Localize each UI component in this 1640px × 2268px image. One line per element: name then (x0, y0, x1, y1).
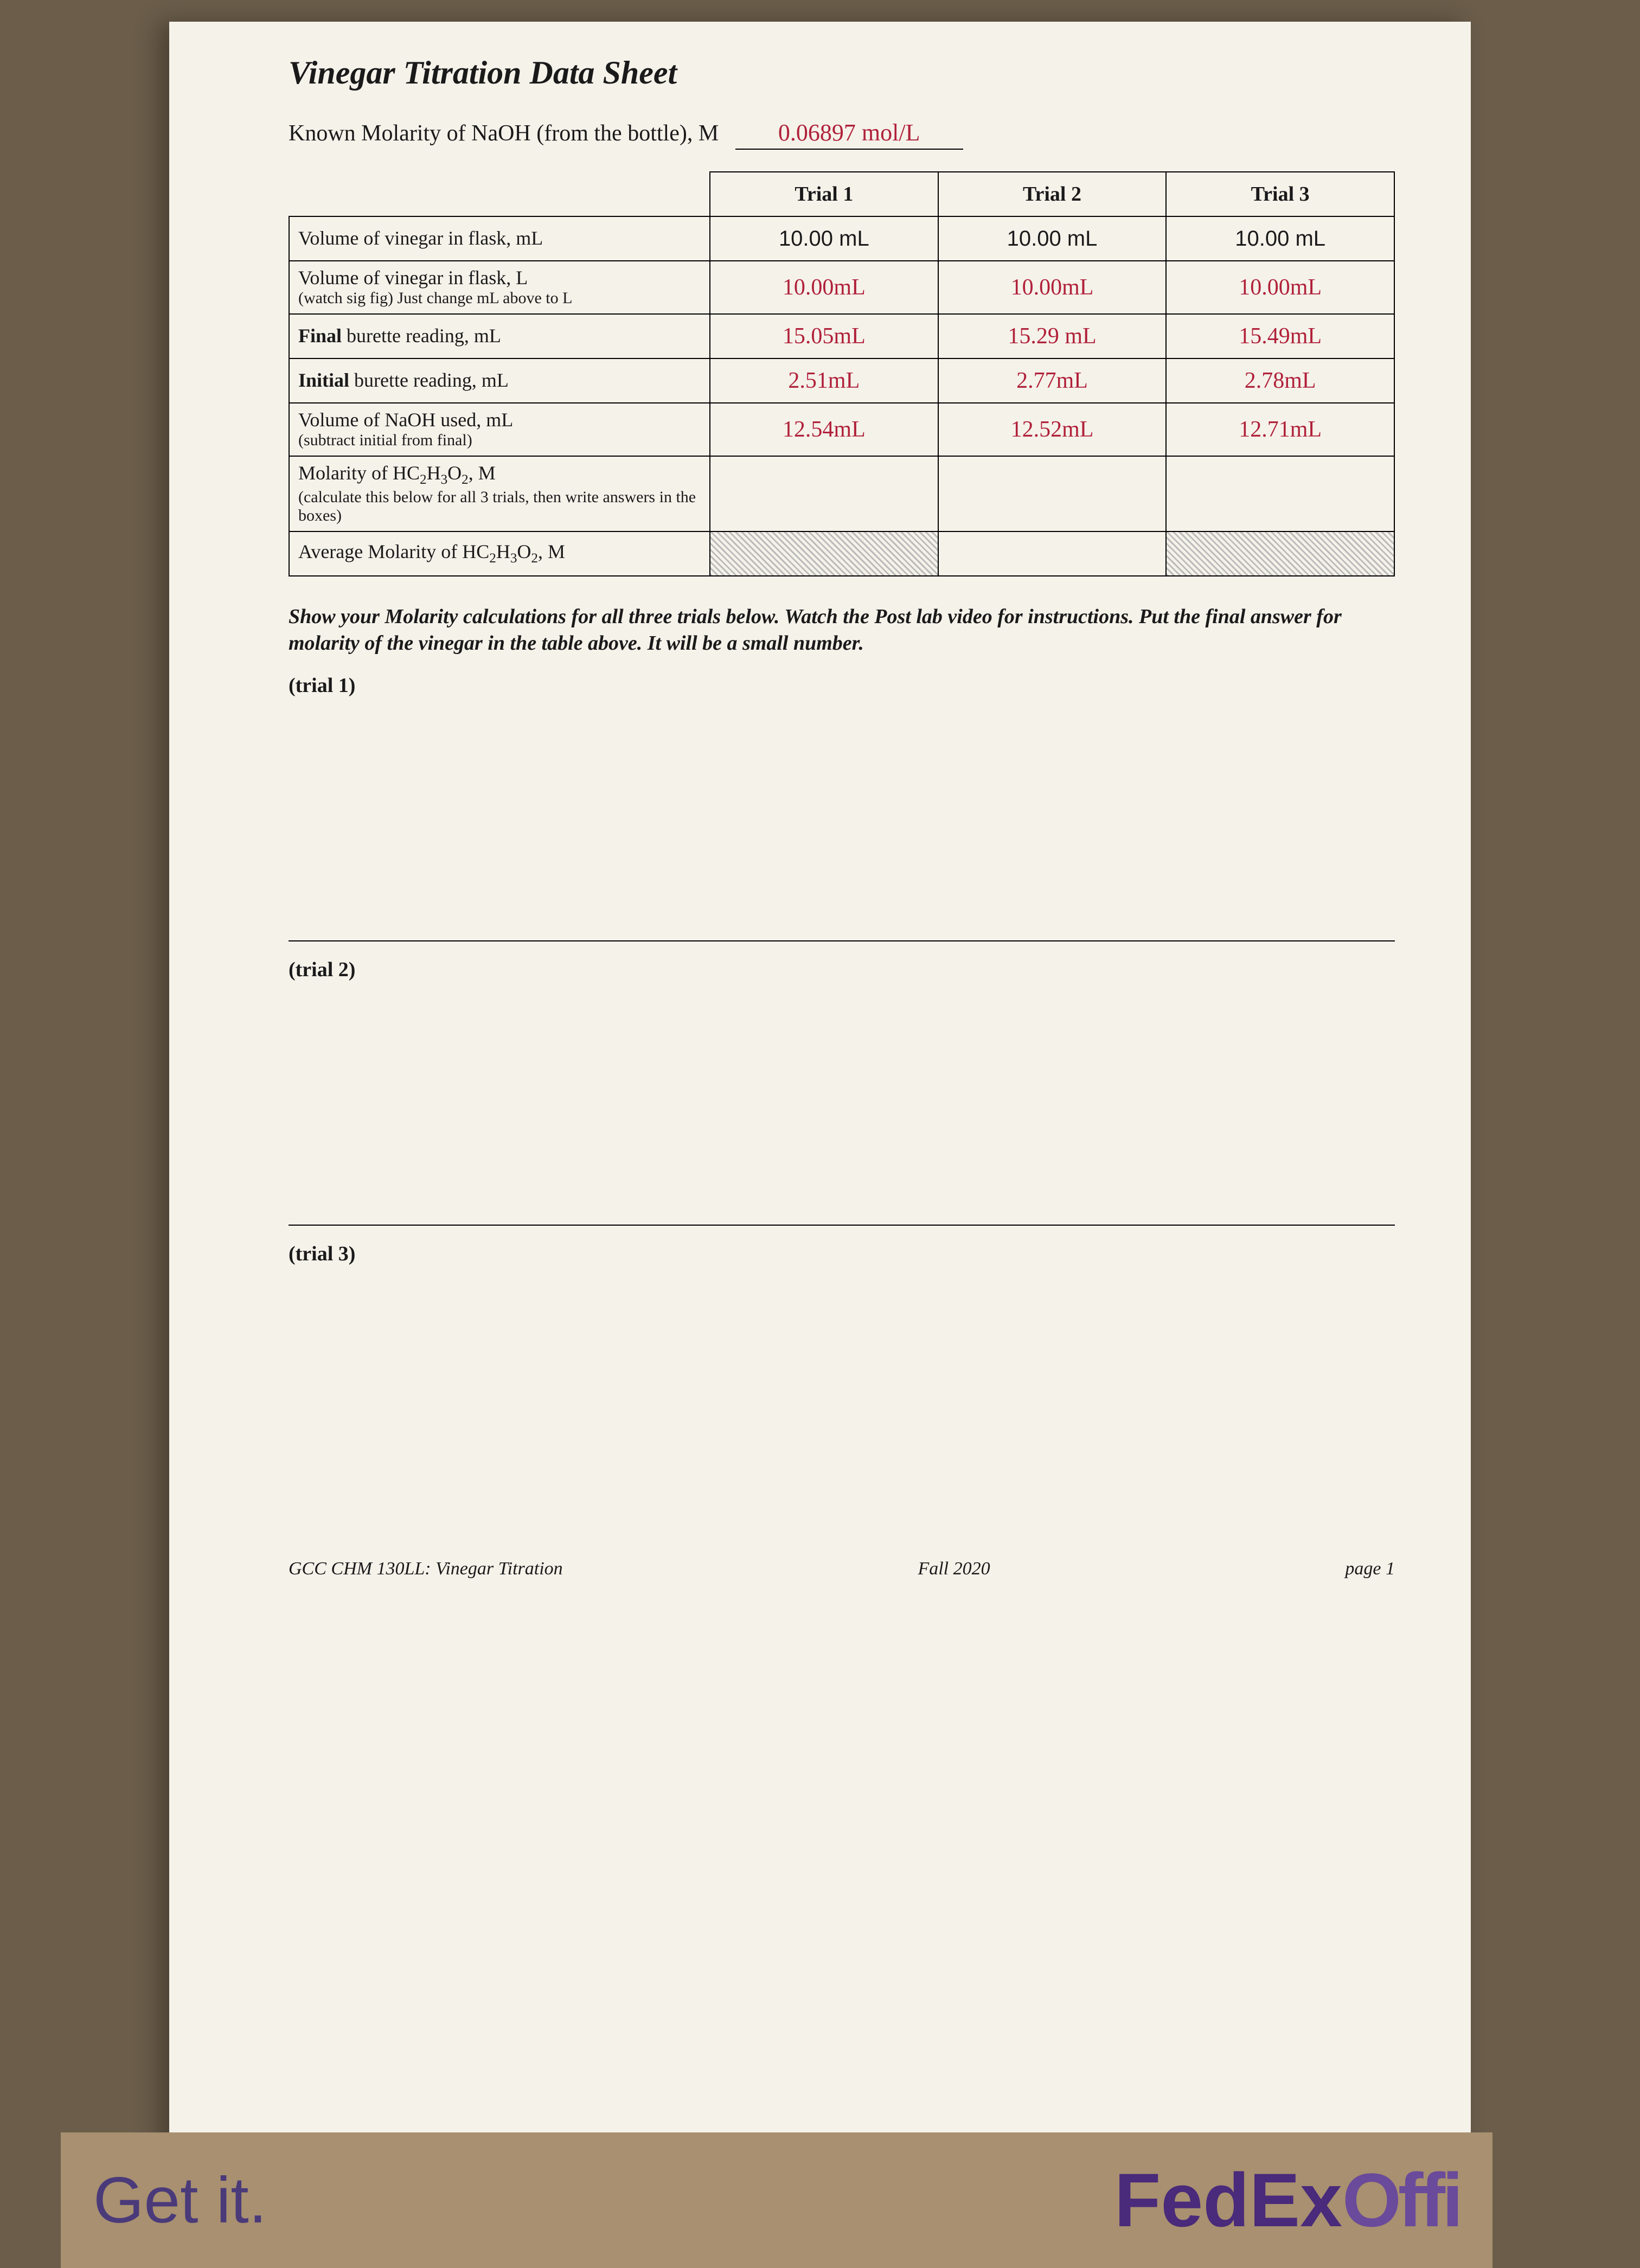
row-label: Molarity of HC2H3O2, M(calculate this be… (289, 456, 710, 531)
cell-value: 10.00mL (1166, 261, 1394, 314)
worksheet-paper: Vinegar Titration Data Sheet Known Molar… (169, 22, 1471, 2187)
table-header-row: Trial 1 Trial 2 Trial 3 (289, 172, 1394, 216)
trial-2-label: (trial 2) (289, 958, 1395, 982)
row-label: Initial burette reading, mL (289, 358, 710, 403)
footer-center: Fall 2020 (918, 1559, 990, 1579)
table-row: Molarity of HC2H3O2, M(calculate this be… (289, 456, 1394, 531)
cell-value (1166, 531, 1394, 576)
cell-value: 10.00 mL (1166, 216, 1394, 261)
fedex-ex: Ex (1250, 2157, 1342, 2243)
cell-value (938, 531, 1167, 576)
trial-1-label: (trial 1) (289, 674, 1395, 697)
fedex-logo: FedExOffi (1114, 2156, 1460, 2244)
cell-value: 10.00mL (710, 261, 938, 314)
table-row: Final burette reading, mL15.05mL15.29 mL… (289, 314, 1394, 358)
cell-value: 2.78mL (1166, 358, 1394, 403)
fedex-off: Offi (1342, 2157, 1460, 2243)
cell-value: 15.49mL (1166, 314, 1394, 358)
cell-value (710, 531, 938, 576)
trial-3-label: (trial 3) (289, 1242, 1395, 1266)
footer-right: page 1 (1345, 1559, 1395, 1579)
row-label: Volume of vinegar in flask, L (watch sig… (289, 261, 710, 314)
header-trial1: Trial 1 (710, 172, 938, 216)
cell-value: 15.05mL (710, 314, 938, 358)
table-row: Volume of vinegar in flask, mL10.00 mL10… (289, 216, 1394, 261)
molarity-value-handwritten: 0.06897 mol/L (735, 119, 963, 150)
table-row: Initial burette reading, mL2.51mL2.77mL2… (289, 358, 1394, 403)
cell-value: 2.77mL (938, 358, 1167, 403)
fedex-fed: Fed (1114, 2157, 1250, 2243)
cell-value (938, 456, 1167, 531)
cell-value: 10.00 mL (938, 216, 1167, 261)
trial-1-work-area (289, 703, 1395, 941)
cell-value: 12.54mL (710, 403, 938, 456)
known-molarity-line: Known Molarity of NaOH (from the bottle)… (289, 119, 1395, 150)
table-row: Volume of vinegar in flask, L (watch sig… (289, 261, 1394, 314)
getit-text: Get it. (93, 2163, 267, 2238)
row-label: Final burette reading, mL (289, 314, 710, 358)
data-table: Trial 1 Trial 2 Trial 3 Volume of vinega… (289, 171, 1395, 576)
cell-value: 12.52mL (938, 403, 1167, 456)
trial-3-section: (trial 3) (289, 1242, 1395, 1542)
row-label: Volume of vinegar in flask, mL (289, 216, 710, 261)
trial-2-section: (trial 2) (289, 958, 1395, 1226)
page-footer: GCC CHM 130LL: Vinegar Titration Fall 20… (289, 1559, 1395, 1579)
cell-value: 10.00 mL (710, 216, 938, 261)
cell-value: 10.00mL (938, 261, 1167, 314)
instructions-text: Show your Molarity calculations for all … (289, 604, 1395, 657)
table-row: Volume of NaOH used, mL(subtract initial… (289, 403, 1394, 456)
fedex-box-strip: Get it. FedExOffi (61, 2132, 1492, 2268)
cell-value (1166, 456, 1394, 531)
trial-2-work-area (289, 987, 1395, 1226)
cell-value (710, 456, 938, 531)
molarity-label: Known Molarity of NaOH (from the bottle)… (289, 121, 719, 146)
page-title: Vinegar Titration Data Sheet (289, 54, 1395, 92)
table-row: Average Molarity of HC2H3O2, M (289, 531, 1394, 576)
trial-1-section: (trial 1) (289, 674, 1395, 941)
trial-3-work-area (289, 1271, 1395, 1542)
row-label: Volume of NaOH used, mL(subtract initial… (289, 403, 710, 456)
row-label: Average Molarity of HC2H3O2, M (289, 531, 710, 576)
cell-value: 15.29 mL (938, 314, 1167, 358)
header-trial2: Trial 2 (938, 172, 1167, 216)
header-trial3: Trial 3 (1166, 172, 1394, 216)
footer-left: GCC CHM 130LL: Vinegar Titration (289, 1559, 563, 1579)
cell-value: 2.51mL (710, 358, 938, 403)
header-blank (289, 172, 710, 216)
cell-value: 12.71mL (1166, 403, 1394, 456)
